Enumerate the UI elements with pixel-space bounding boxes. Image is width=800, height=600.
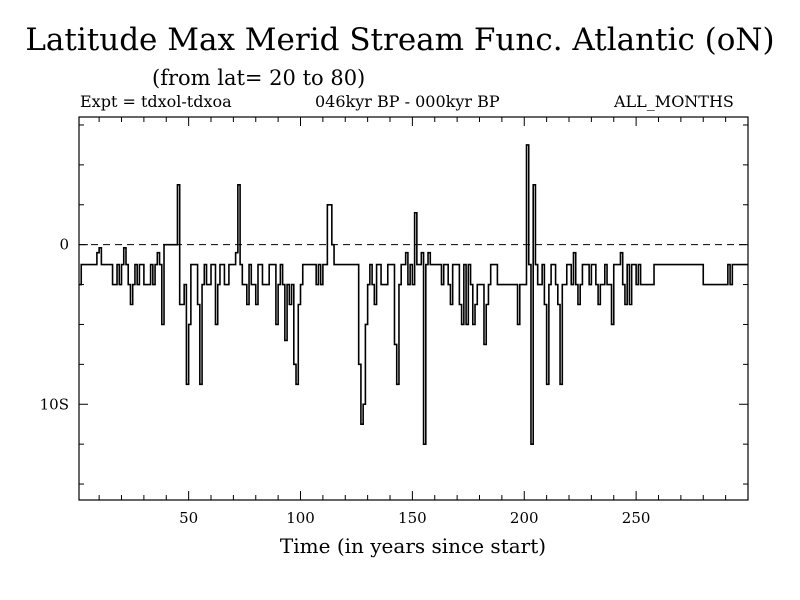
plot-frame xyxy=(78,116,749,501)
x-tick-label: 100 xyxy=(286,509,315,527)
experiment-label: Expt = tdxol-tdxoa xyxy=(80,92,232,111)
months-label: ALL_MONTHS xyxy=(614,92,734,111)
chart-title: Latitude Max Merid Stream Func. Atlantic… xyxy=(25,22,775,58)
x-tick-label: 150 xyxy=(398,509,427,527)
x-tick-label: 200 xyxy=(510,509,539,527)
tick-labels: 50 100 150 200 250 0 10S xyxy=(40,236,651,527)
period-label: 046kyr BP - 000kyr BP xyxy=(315,92,500,111)
chart-subtitle: (from lat= 20 to 80) xyxy=(152,66,366,90)
y-tick-label: 0 xyxy=(59,236,69,254)
x-axis-label: Time (in years since start) xyxy=(280,534,546,558)
series-line xyxy=(79,144,748,445)
x-tick-label: 250 xyxy=(622,509,651,527)
axis-ticks xyxy=(79,117,748,500)
y-tick-label: 10S xyxy=(40,395,69,413)
x-tick-label: 50 xyxy=(179,509,198,527)
